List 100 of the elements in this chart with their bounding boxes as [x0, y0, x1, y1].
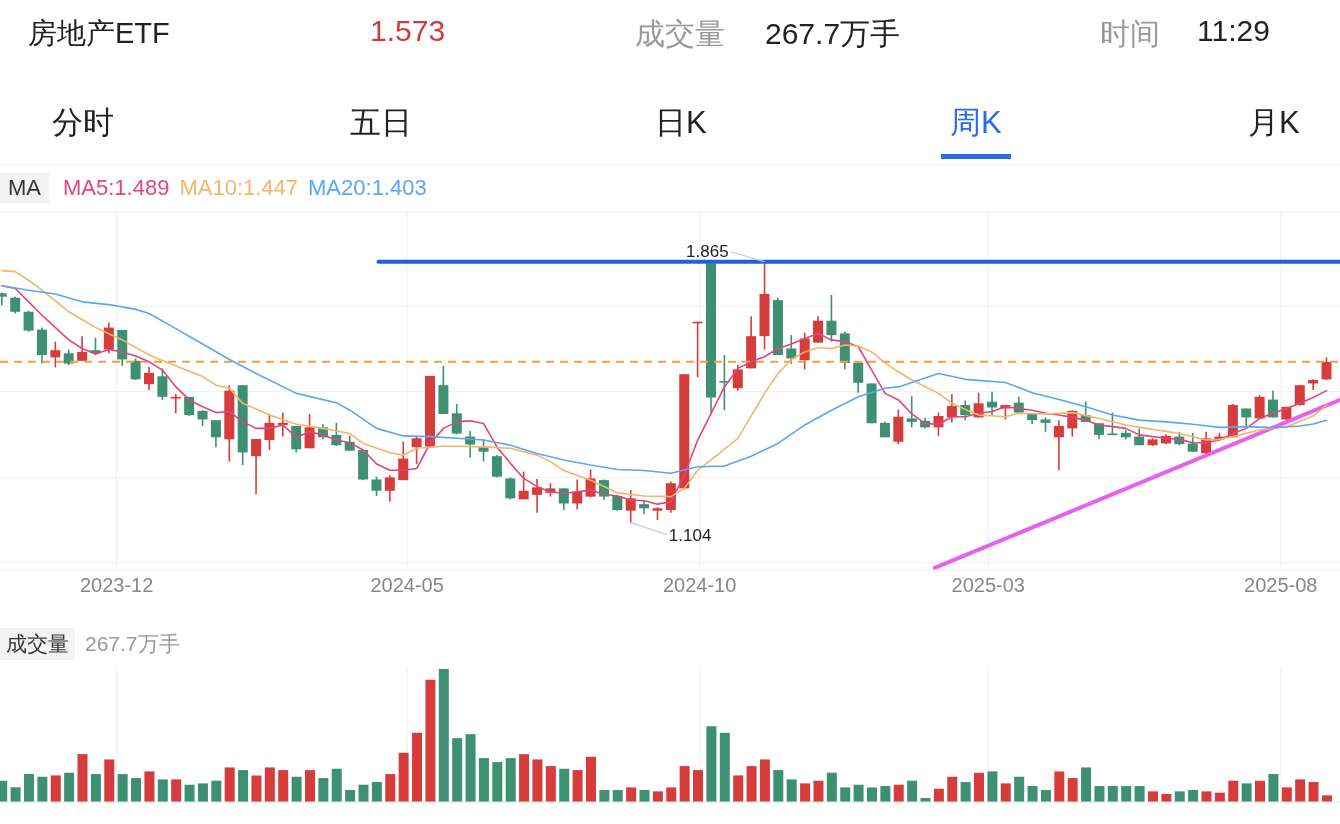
bar: [746, 766, 757, 802]
bar: [759, 759, 770, 802]
bar: [238, 770, 249, 802]
bar: [813, 780, 824, 802]
bar: [131, 778, 142, 802]
candlestick: [946, 393, 957, 424]
bar: [987, 771, 998, 802]
x-tick-label: 2025-03: [951, 574, 1025, 597]
candlestick: [1053, 419, 1064, 472]
bar: [1308, 782, 1319, 802]
bar: [1000, 783, 1011, 802]
bar: [331, 768, 342, 802]
candlestick: [532, 477, 543, 514]
bar: [184, 784, 195, 802]
candlestick: [1187, 432, 1198, 453]
text: 成交量: [635, 16, 725, 52]
bar: [773, 770, 784, 802]
bar: [278, 770, 289, 802]
bar: [358, 784, 369, 802]
bar: [545, 766, 556, 802]
bar: [50, 775, 61, 802]
bar: [693, 770, 704, 802]
annotation: 1.104: [668, 525, 712, 545]
text: 267.7万手: [85, 631, 180, 657]
bar: [10, 787, 21, 802]
text: 267.7万手: [765, 16, 901, 52]
candlestick: [518, 470, 529, 501]
bar: [1174, 791, 1185, 802]
bar: [960, 782, 971, 802]
bar: [585, 756, 596, 802]
candlestick: [50, 340, 61, 369]
bar: [1081, 767, 1092, 802]
candlestick: [813, 315, 824, 344]
candlestick: [144, 365, 155, 391]
candlestick: [451, 403, 462, 436]
candlestick: [505, 476, 516, 501]
bar: [853, 784, 864, 802]
bar: [1014, 776, 1025, 802]
bar: [1228, 780, 1239, 802]
candlestick: [210, 419, 221, 449]
text: MA20:1.403: [308, 175, 427, 201]
bar: [492, 762, 503, 802]
candlestick: [853, 361, 864, 394]
bar: [1268, 774, 1279, 802]
text: 月K: [1248, 104, 1300, 142]
bar: [90, 774, 101, 802]
bar: [452, 738, 463, 802]
bar: [826, 772, 837, 802]
chart-title: 房地产ETF: [28, 16, 170, 51]
bar: [893, 784, 904, 802]
bar: [733, 775, 744, 802]
text: 时间: [1100, 16, 1160, 52]
candlestick: [157, 367, 168, 401]
x-tick-label: 2024-05: [370, 574, 444, 597]
candlestick: [786, 334, 797, 365]
bar: [1067, 778, 1078, 802]
bar: [559, 768, 570, 802]
bar: [264, 767, 275, 802]
bar: [626, 787, 637, 802]
bar: [385, 774, 396, 802]
bar: [1147, 791, 1158, 802]
bar: [77, 754, 88, 802]
bar: [706, 726, 717, 802]
bar: [371, 782, 382, 802]
bar: [532, 759, 543, 802]
bar: [1094, 786, 1105, 802]
bar: [1134, 786, 1145, 802]
bar: [719, 732, 730, 802]
bar: [1107, 786, 1118, 802]
candlestick: [23, 309, 34, 333]
text: 11:29: [1197, 14, 1270, 48]
legend-title: MA: [0, 173, 49, 203]
bar: [197, 783, 208, 802]
bar: [412, 732, 423, 802]
bar: [211, 780, 222, 802]
bar: [907, 780, 918, 802]
text: 1.573: [370, 14, 446, 48]
bar: [478, 758, 489, 802]
bar: [144, 771, 155, 802]
bar: [104, 759, 115, 802]
bar: [800, 783, 811, 802]
text: 周K: [950, 104, 1002, 142]
text: MA10:1.447: [179, 175, 299, 201]
candlestick: [719, 354, 730, 411]
candlestick: [371, 475, 382, 497]
candlestick: [1321, 356, 1332, 381]
bar: [157, 779, 168, 802]
bar: [1201, 791, 1212, 802]
chart-title: 成交量: [0, 628, 75, 660]
bar: [519, 754, 530, 802]
bar: [23, 774, 34, 802]
bar: [947, 776, 958, 802]
bar: [37, 776, 48, 802]
bar: [1054, 771, 1065, 802]
bar: [318, 778, 329, 802]
bar: [1255, 780, 1266, 802]
bar: [1295, 779, 1306, 802]
bar: [840, 787, 851, 802]
bar: [465, 734, 476, 802]
candlestick: [411, 435, 422, 465]
